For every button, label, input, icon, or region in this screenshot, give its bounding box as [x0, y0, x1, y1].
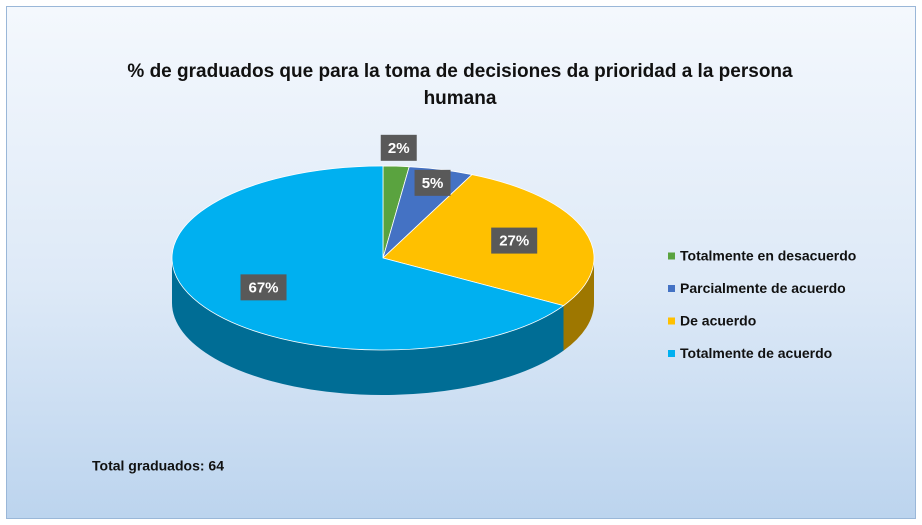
- slice: [171, 165, 565, 351]
- legend-label: Totalmente de acuerdo: [680, 345, 832, 361]
- legend-label: Totalmente en desacuerdo: [680, 248, 856, 264]
- legend-label: De acuerdo: [680, 313, 756, 329]
- chart-title: % de graduados que para la toma de decis…: [127, 61, 793, 109]
- data-label: 2%: [388, 140, 410, 157]
- data-label: 27%: [499, 233, 529, 250]
- data-label-box: [240, 274, 287, 301]
- legend-swatch: [668, 285, 675, 292]
- slice-side: [563, 258, 594, 351]
- annotation: Total graduados: 64: [92, 458, 224, 474]
- data-label: 5%: [422, 175, 444, 192]
- data-label: 67%: [249, 279, 279, 296]
- slice: [382, 174, 595, 307]
- data-label-box: [491, 227, 538, 254]
- data-label-box: [414, 169, 451, 196]
- slice-side: [172, 258, 564, 395]
- legend-label: Parcialmente de acuerdo: [680, 280, 846, 296]
- legend-swatch: [668, 317, 675, 325]
- legend-swatch: [668, 252, 675, 260]
- data-label-box: [380, 134, 417, 161]
- legend-swatch: [668, 350, 675, 357]
